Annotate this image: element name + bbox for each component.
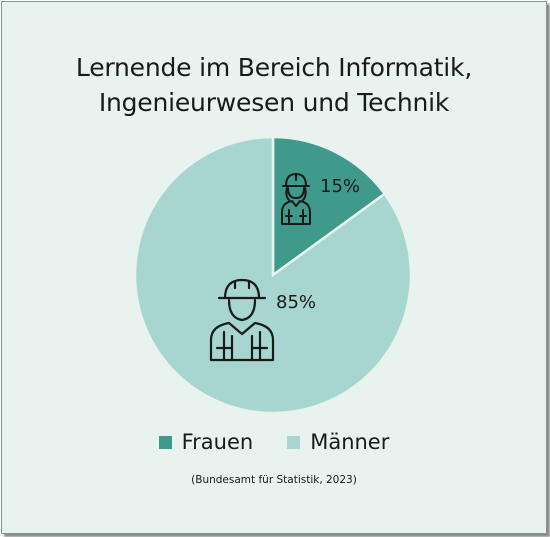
slice-label-frauen: 15% — [320, 176, 360, 197]
source-note: (Bundesamt für Statistik, 2023) — [191, 474, 357, 486]
chart-title-line-1: Lernende im Bereich Informatik, — [75, 53, 473, 82]
male-worker-icon — [209, 278, 275, 362]
legend-swatch-maenner — [287, 435, 301, 449]
legend-label-maenner: Männer — [310, 430, 390, 454]
chart-title: Lernende im Bereich Informatik, Ingenieu… — [2, 50, 546, 120]
pie-chart: 15% 85% — [133, 135, 413, 415]
pie-slice-maenner — [133, 135, 413, 415]
female-worker-icon — [281, 173, 311, 225]
legend: Frauen Männer — [2, 430, 546, 454]
pie-slices — [133, 135, 413, 415]
legend-item-maenner: Männer — [287, 430, 389, 454]
chart-title-line-2: Ingenieurwesen und Technik — [98, 88, 450, 117]
pie-slice-frauen — [271, 135, 387, 278]
legend-swatch-frauen — [158, 435, 172, 449]
slice-label-maenner: 85% — [276, 292, 316, 313]
legend-item-frauen: Frauen — [158, 430, 254, 454]
legend-label-frauen: Frauen — [181, 430, 254, 454]
